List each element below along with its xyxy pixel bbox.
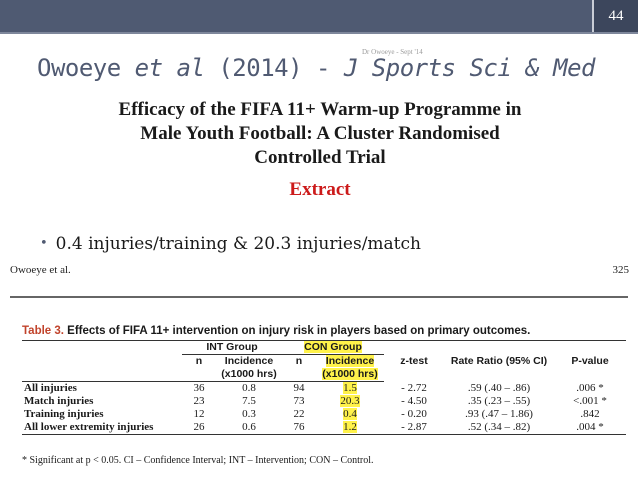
cell-incidence-con: 20.3 (340, 395, 360, 407)
cell-rate-ratio: .93 (.47 – 1.86) (465, 408, 533, 420)
cell-p-value: <.001 * (573, 395, 607, 407)
header-empty (22, 368, 182, 382)
table-row: Training injuries 12 0.3 22 0.4 - 0.20 .… (22, 408, 626, 421)
header-empty (282, 368, 317, 382)
n-int-header: n (195, 355, 203, 367)
row-label: Training injuries (24, 408, 104, 420)
bullet-icon: • (40, 236, 48, 251)
paper-running-head: Owoeye et al. (10, 264, 71, 276)
table-caption: Table 3. Effects of FIFA 11+ interventio… (22, 325, 530, 337)
title-italic-part: J Sports Sci & Med (343, 54, 596, 82)
cell-p-value: .006 * (576, 381, 604, 394)
title-part: Owoeye (37, 54, 135, 82)
cell-n-con: 22 (293, 408, 305, 420)
cell-rate-ratio: .59 (.40 – .86) (467, 381, 531, 394)
z-test-header: z-test (384, 340, 445, 382)
cell-z-test: - 2.87 (384, 421, 445, 435)
int-group-header: INT Group (182, 340, 283, 355)
row-label: All injuries (24, 382, 77, 394)
table-label: Table 3. (22, 325, 64, 337)
cell-n-int: 23 (193, 395, 205, 407)
cell-z-test: - 2.72 (401, 381, 427, 394)
n-con-header: n (295, 355, 303, 367)
paper-page-number: 325 (612, 264, 630, 276)
row-label: All lower extremity injuries (22, 421, 182, 435)
divider (10, 296, 628, 298)
incidence-con-unit: (x1000 hrs) (316, 368, 385, 382)
cell-incidence-con: 0.4 (343, 408, 357, 420)
bullet-item: • 0.4 injuries/training & 20.3 injuries/m… (40, 234, 421, 254)
cell-n-int: 12 (193, 408, 205, 420)
table-row: All injuries 36 0.8 94 1.5 - 2.72 .59 (.… (22, 382, 626, 396)
paper-title: Efficacy of the FIFA 11+ Warm-up Program… (40, 98, 600, 170)
p-value-header: P-value (554, 340, 627, 382)
cell-rate-ratio: .35 (.23 – .55) (467, 395, 531, 407)
cell-incidence-int: 0.8 (242, 382, 256, 394)
rate-ratio-header: Rate Ratio (95% CI) (444, 340, 555, 382)
cell-n-con: 94 (293, 382, 305, 394)
cell-incidence-int: 0.6 (216, 421, 283, 435)
header-empty (22, 355, 182, 369)
bullet-text: 0.4 injuries/training & 20.3 injuries/ma… (55, 234, 421, 254)
cell-incidence-con: 1.5 (343, 382, 357, 394)
header-empty (182, 368, 216, 382)
title-italic-part: et al (134, 54, 205, 82)
con-group-header: CON Group (282, 340, 385, 355)
cell-z-test: - 4.50 (401, 395, 427, 407)
incidence-int-unit: (x1000 hrs) (216, 368, 283, 382)
table-row: Match injuries 23 7.5 73 20.3 - 4.50 .35… (22, 395, 626, 408)
cell-n-int: 36 (193, 382, 205, 394)
header-empty (22, 340, 182, 355)
incidence-int-header: Incidence (224, 355, 274, 367)
table-footnote: * Significant at p < 0.05. CI – Confiden… (22, 455, 374, 466)
extract-label: Extract (289, 179, 351, 200)
cell-incidence-con: 1.2 (316, 421, 385, 435)
header-bar (0, 0, 638, 34)
incidence-con-header: Incidence (325, 355, 375, 367)
cell-z-test: - 0.20 (401, 408, 427, 420)
paper-title-line: Efficacy of the FIFA 11+ Warm-up Program… (118, 99, 522, 120)
row-label: Match injuries (24, 395, 94, 407)
paper-title-line: Controlled Trial (254, 147, 386, 168)
cell-n-con: 73 (293, 395, 305, 407)
cell-p-value: .004 * (554, 421, 627, 435)
slide-page-number: 44 (592, 0, 638, 32)
cell-n-con: 76 (282, 421, 317, 435)
cell-rate-ratio: .52 (.34 – .82) (444, 421, 555, 435)
table-row: All lower extremity injuries 26 0.6 76 1… (22, 421, 627, 435)
table-caption-text: Effects of FIFA 11+ intervention on inju… (63, 325, 531, 337)
cell-p-value: .842 (580, 408, 600, 420)
cell-incidence-int: 0.3 (242, 408, 256, 420)
cell-incidence-int: 7.5 (242, 395, 256, 407)
cell-n-int: 26 (182, 421, 216, 435)
slide-title: Owoeye et al (2014) - J Sports Sci & Med (37, 54, 596, 82)
results-table: INT Group CON Group z-test Rate Ratio (9… (22, 340, 627, 435)
title-part: (2014) - (204, 54, 344, 82)
footer-text: Dr Owoeye - Sept '14 (362, 48, 423, 56)
paper-title-line: Male Youth Football: A Cluster Randomise… (140, 123, 500, 144)
